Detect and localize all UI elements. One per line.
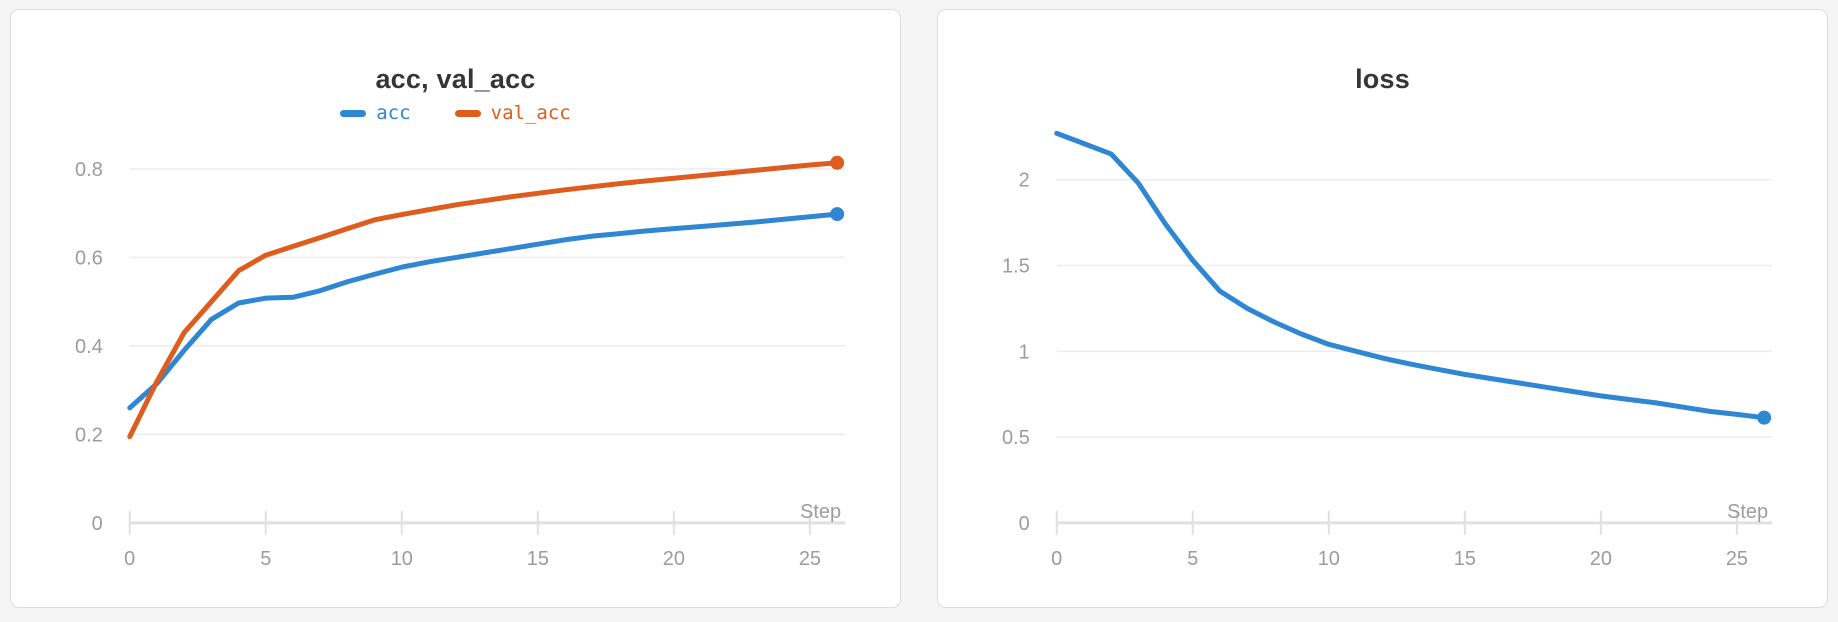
chart-title: loss <box>1355 64 1410 94</box>
y-tick-label: 0.2 <box>75 424 103 446</box>
series-endpoint-val_acc <box>830 155 845 170</box>
y-tick-label: 0.4 <box>75 336 103 358</box>
y-tick-label: 1 <box>1019 341 1030 363</box>
chart-title: acc, val_acc <box>375 64 536 94</box>
x-tick-label: 15 <box>527 548 549 570</box>
legend: acc val_acc <box>11 100 900 126</box>
panel-loss: loss 0 5 10 15 20 25 0 0.5 1 1.5 2 Step <box>937 9 1828 608</box>
series-line-val_acc <box>127 160 840 440</box>
y-tick-label: 2 <box>1019 170 1030 192</box>
legend-label: acc <box>376 102 411 124</box>
y-tick-label: 0.8 <box>75 159 103 181</box>
legend-swatch-acc <box>340 109 367 117</box>
series-line-loss <box>1054 130 1767 421</box>
loss-line-chart[interactable]: 0 5 10 15 20 25 0 0.5 1 1.5 2 Step <box>938 10 1827 607</box>
x-axis-title: Step <box>1727 501 1768 523</box>
acc-val-acc-line-chart[interactable]: 0 5 10 15 20 25 0 0.2 0.4 0.6 0.8 Step <box>11 10 900 607</box>
x-tick-label: 10 <box>391 548 413 570</box>
legend-item-val_acc[interactable]: val_acc <box>454 100 571 126</box>
x-tick-label: 5 <box>1187 548 1198 570</box>
y-tick-label: 1.5 <box>1002 255 1030 277</box>
legend-item-acc[interactable]: acc <box>340 100 411 126</box>
legend-label: val_acc <box>490 102 571 124</box>
y-tick-label: 0.5 <box>1002 427 1030 449</box>
series-endpoint-loss <box>1757 410 1772 425</box>
series-line-acc <box>127 211 840 411</box>
x-tick-label: 0 <box>1051 548 1062 570</box>
panel-acc-val-acc: acc, val_acc acc val_acc 0 5 10 15 20 25 0 0.2 0.… <box>10 9 901 608</box>
x-tick-label: 0 <box>124 548 135 570</box>
y-tick-label: 0 <box>92 513 103 535</box>
x-tick-label: 20 <box>1590 548 1612 570</box>
x-axis-title: Step <box>800 501 841 523</box>
x-tick-label: 15 <box>1454 548 1476 570</box>
series-endpoint-acc <box>830 207 845 222</box>
x-tick-label: 25 <box>799 548 821 570</box>
x-tick-label: 10 <box>1318 548 1340 570</box>
y-tick-label: 0.6 <box>75 247 103 269</box>
legend-swatch-val_acc <box>454 109 481 117</box>
x-tick-label: 20 <box>663 548 685 570</box>
y-tick-label: 0 <box>1019 513 1030 535</box>
x-tick-label: 25 <box>1726 548 1748 570</box>
x-tick-label: 5 <box>260 548 271 570</box>
